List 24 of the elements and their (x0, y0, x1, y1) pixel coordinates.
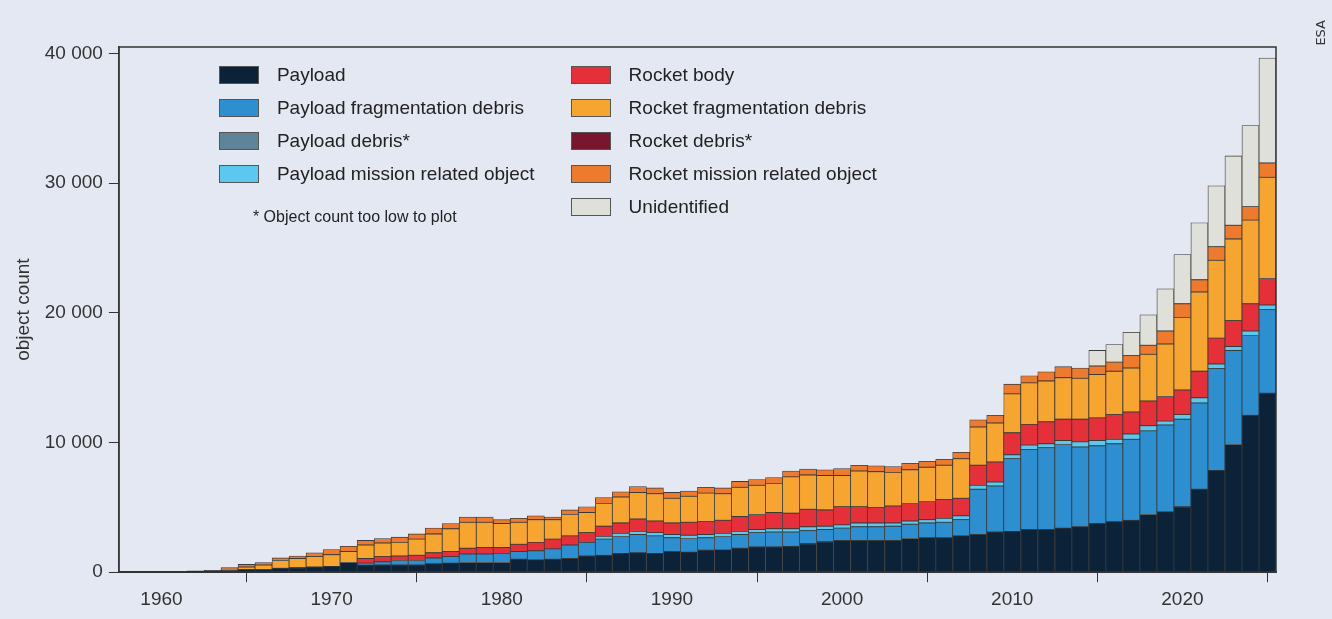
x-tick-label: 1980 (480, 587, 523, 609)
y-axis-title: object count (11, 257, 33, 361)
x-tick-label: 1990 (650, 587, 694, 609)
y-tick-label: 30 000 (44, 171, 103, 193)
y-tick-label: 10 000 (44, 430, 103, 452)
y-tick-label: 20 000 (44, 301, 103, 323)
text: ESA (1313, 20, 1328, 46)
legend-label: Rocket body (628, 63, 735, 86)
y-tick-label: 0 (92, 560, 103, 582)
legend-label: Rocket debris* (628, 129, 753, 152)
legend-label: Payload (276, 63, 346, 86)
legend-label: Unidentified (628, 195, 729, 218)
x-tick-label: 1970 (310, 587, 353, 609)
x-tick-label: 1960 (140, 587, 183, 609)
x-tick-label: 2000 (820, 587, 864, 609)
x-tick-label: 2020 (1161, 587, 1204, 609)
legend-label: Rocket fragmentation debris (628, 96, 867, 119)
legend-label: Payload fragmentation debris (276, 96, 525, 119)
legend-label: Payload mission related object (276, 162, 535, 185)
y-tick-label: 40 000 (44, 41, 103, 63)
legend-label: Payload debris* (276, 129, 410, 152)
annotation: * Object count too low to plot (252, 208, 458, 226)
legend-label: Rocket mission related object (628, 162, 877, 185)
x-tick-label: 2010 (991, 587, 1034, 609)
